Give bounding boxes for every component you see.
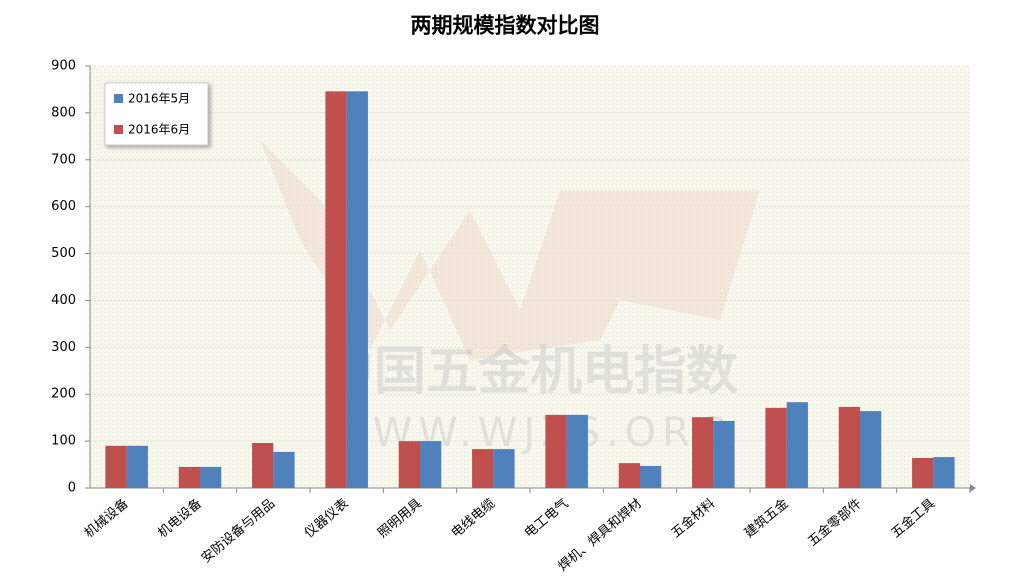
x-tick-label: 机械设备	[81, 495, 131, 541]
bar	[545, 414, 567, 488]
bar	[713, 420, 735, 488]
x-tick-label: 照明用具	[375, 496, 424, 541]
chart-title: 两期规模指数对比图	[411, 13, 600, 38]
y-tick-label: 500	[51, 246, 76, 261]
bar	[493, 449, 515, 488]
x-tick-label: 机电设备	[155, 495, 205, 541]
bar	[912, 457, 934, 488]
bar	[860, 411, 882, 488]
x-tick-label: 安防设备与用品	[198, 495, 278, 566]
x-axis-arrow	[970, 484, 976, 492]
y-tick-label: 400	[51, 293, 76, 308]
bar	[273, 451, 295, 488]
y-tick-label: 0	[68, 481, 76, 496]
legend-label: 2016年6月	[128, 123, 190, 137]
bar	[105, 445, 127, 488]
bar	[200, 466, 222, 488]
x-tick-label: 电线电缆	[448, 495, 498, 541]
bar	[252, 442, 274, 488]
bar	[346, 91, 368, 488]
bar	[933, 457, 955, 488]
y-tick-label: 300	[51, 340, 76, 355]
bar	[765, 407, 787, 488]
x-tick-label: 仪器仪表	[302, 496, 351, 541]
y-tick-label: 700	[51, 152, 76, 167]
bar	[325, 91, 347, 488]
legend-swatch	[114, 94, 123, 103]
legend-label: 2016年5月	[128, 92, 190, 106]
y-tick-label: 900	[51, 59, 76, 74]
bar	[786, 402, 808, 488]
plot-area	[90, 66, 970, 488]
x-tick-label: 五金材料	[668, 495, 718, 541]
bar	[178, 466, 200, 488]
bar	[126, 445, 148, 488]
watermark-text: 中国五金机电指数	[322, 342, 738, 402]
legend-swatch	[114, 125, 123, 134]
x-tick-label: 建筑五金	[741, 495, 791, 541]
bar	[566, 414, 588, 488]
bar	[420, 441, 442, 488]
x-tick-label: 五金工具	[888, 495, 938, 541]
y-tick-label: 200	[51, 387, 76, 402]
y-tick-label: 600	[51, 199, 76, 214]
bar	[618, 463, 640, 488]
x-tick-label: 电工电气	[521, 495, 571, 541]
y-tick-label: 100	[51, 434, 76, 449]
bar	[692, 417, 714, 488]
bar	[398, 441, 420, 488]
watermark-url: WWW.WJZS.ORG	[327, 410, 733, 456]
bar	[472, 449, 494, 488]
y-tick-label: 800	[51, 105, 76, 120]
bar	[838, 406, 860, 488]
x-tick-label: 五金零部件	[805, 495, 865, 549]
bar	[640, 465, 662, 488]
legend-box	[104, 82, 209, 146]
